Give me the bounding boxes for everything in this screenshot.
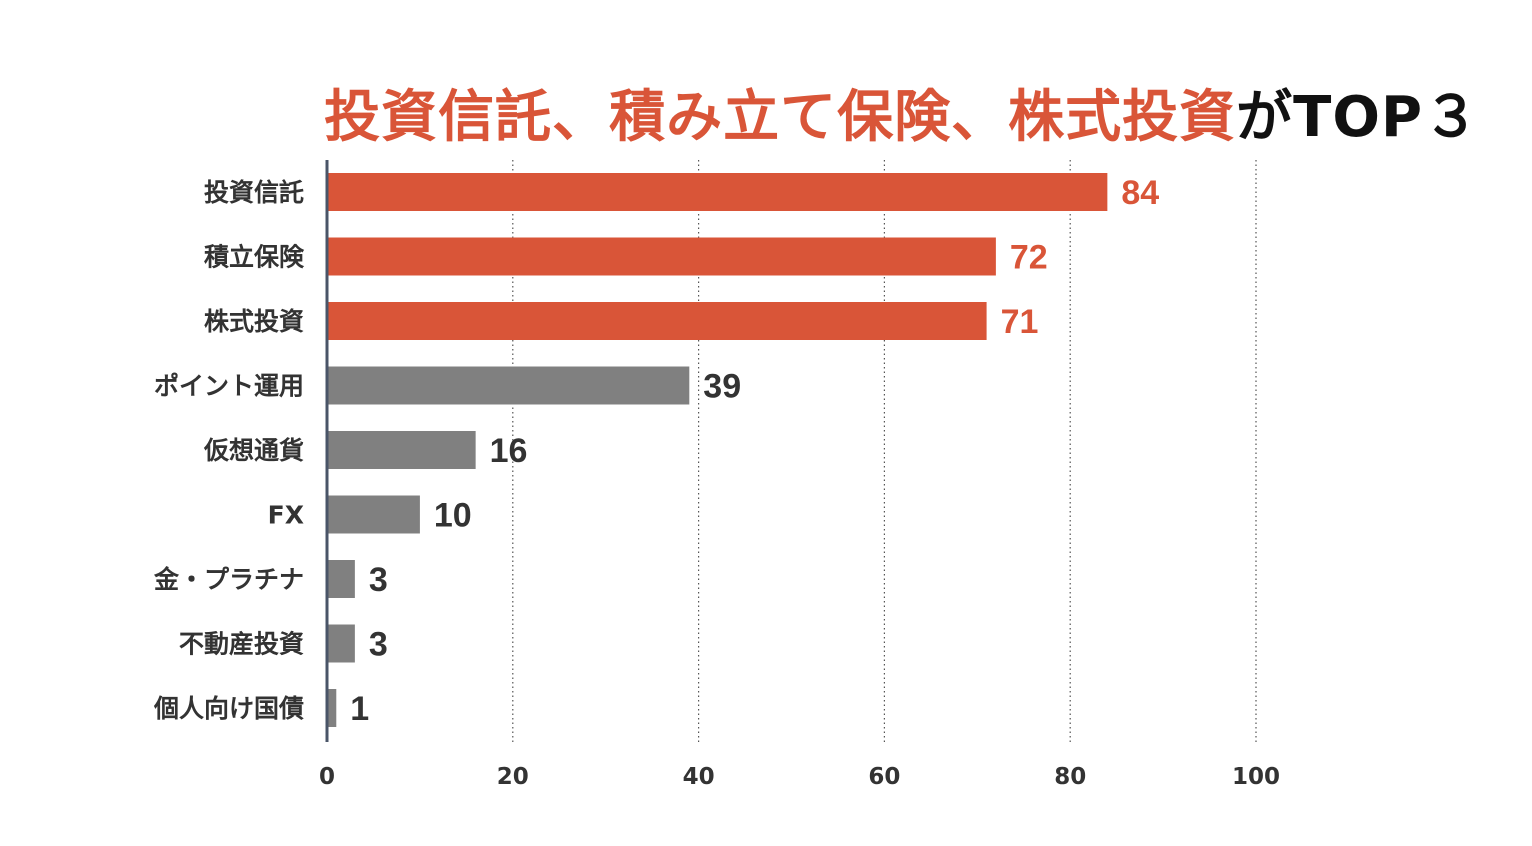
category-label-3: 株式投資 bbox=[204, 307, 304, 336]
value-label-6: 10 bbox=[434, 497, 472, 535]
bar-4 bbox=[327, 366, 690, 405]
title-separator-2: 、 bbox=[951, 85, 1009, 150]
category-label-5: 仮想通貨 bbox=[203, 436, 304, 465]
category-label-2: 積立保険 bbox=[204, 243, 305, 272]
x-tick-label-40: 40 bbox=[683, 764, 715, 790]
bar-3 bbox=[327, 302, 987, 340]
value-label-9: 1 bbox=[350, 690, 369, 728]
bar-6 bbox=[327, 495, 420, 534]
title-separator-1: 、 bbox=[552, 85, 610, 150]
title-highlight-2: 積み立て保険 bbox=[609, 85, 952, 150]
value-label-1: 84 bbox=[1121, 174, 1159, 212]
bar-1 bbox=[327, 173, 1108, 211]
x-tick-label-60: 60 bbox=[868, 764, 900, 790]
bar-5 bbox=[327, 431, 476, 469]
bar-7 bbox=[327, 560, 355, 598]
category-label-6: FX bbox=[268, 501, 304, 530]
bar-8 bbox=[327, 624, 355, 663]
category-label-7: 金・プラチナ bbox=[153, 565, 304, 594]
title-highlight-1: 投資信託 bbox=[324, 85, 553, 150]
value-label-3: 71 bbox=[1001, 303, 1039, 341]
x-tick-label-20: 20 bbox=[497, 764, 529, 790]
value-label-8: 3 bbox=[369, 626, 388, 664]
value-label-5: 16 bbox=[490, 432, 528, 470]
chart-title: 投資信託、積み立て保険、株式投資がTOP３ bbox=[324, 72, 1480, 153]
category-label-8: 不動産投資 bbox=[179, 630, 304, 659]
title-tail: がTOP３ bbox=[1236, 85, 1480, 150]
title-highlight-3: 株式投資 bbox=[1008, 85, 1237, 150]
x-tick-label-100: 100 bbox=[1232, 764, 1280, 790]
x-tick-label-80: 80 bbox=[1054, 764, 1086, 790]
value-label-2: 72 bbox=[1010, 239, 1048, 277]
category-label-1: 投資信託 bbox=[204, 178, 304, 207]
bar-9 bbox=[327, 689, 337, 727]
value-label-4: 39 bbox=[703, 368, 741, 406]
value-label-7: 3 bbox=[369, 561, 388, 599]
x-tick-label-0: 0 bbox=[319, 764, 335, 790]
bar-2 bbox=[327, 237, 996, 276]
category-label-4: ポイント運用 bbox=[154, 372, 304, 401]
category-label-9: 個人向け国債 bbox=[153, 694, 304, 723]
